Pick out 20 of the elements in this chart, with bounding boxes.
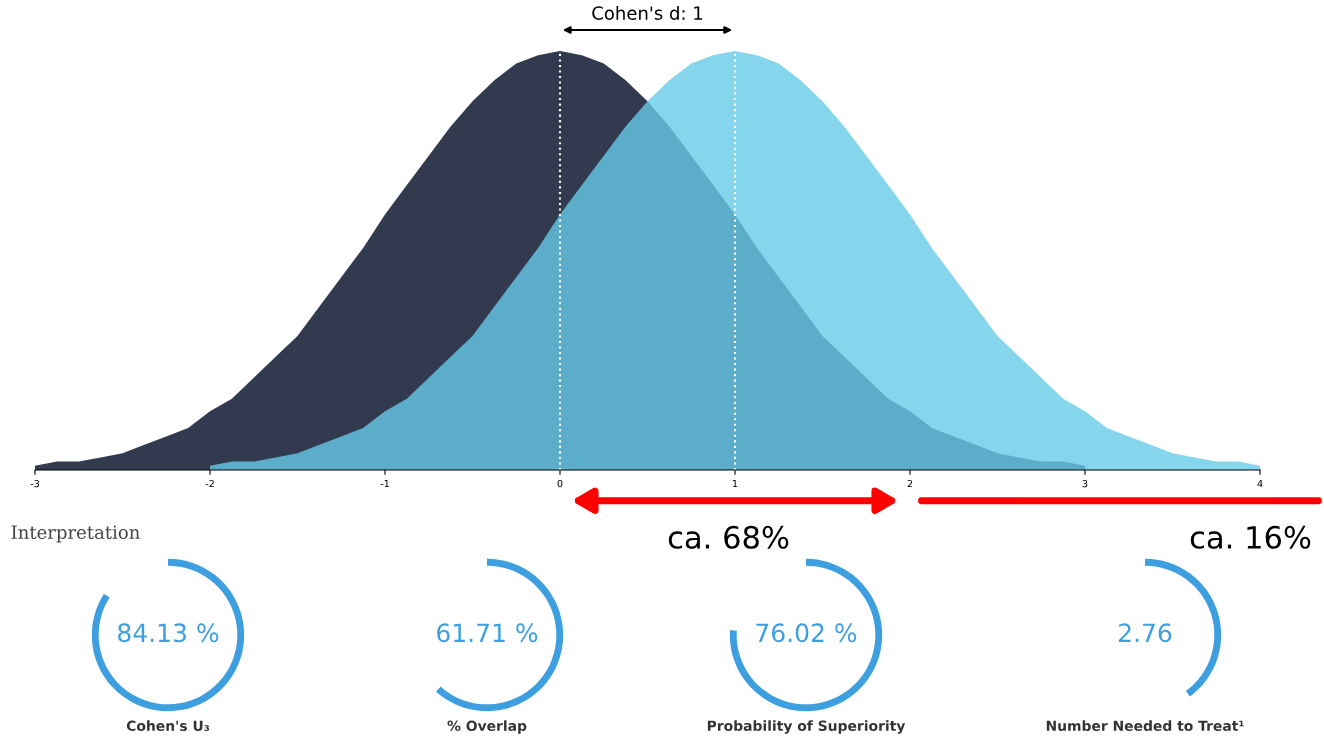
chart-title: Cohen's d: 1 <box>592 5 703 20</box>
text: ca. 16% <box>1190 525 1311 549</box>
text: Interpretation <box>11 525 140 543</box>
text: % Overlap <box>447 720 527 734</box>
x-tick-label: 4 <box>1257 480 1263 488</box>
data-label: 61.71 % <box>437 623 538 643</box>
x-tick-label: -2 <box>205 479 214 488</box>
x-tick-label: 0 <box>557 479 563 488</box>
data-label: 76.02 % <box>756 623 857 643</box>
text: ca. 68% <box>668 525 789 549</box>
text: Probability of Superiority <box>707 720 906 734</box>
text: Cohen's U₃ <box>126 720 210 732</box>
x-tick-label: -1 <box>380 480 389 488</box>
x-tick-label: 3 <box>1082 479 1088 488</box>
x-tick-label: 2 <box>907 479 913 488</box>
data-label: 84.13 % <box>118 623 219 643</box>
text: Number Needed to Treat¹ <box>1046 720 1244 732</box>
data-label: 2.76 <box>1119 623 1172 643</box>
x-tick-label: 1 <box>732 480 738 488</box>
x-tick-label: -3 <box>30 479 40 488</box>
